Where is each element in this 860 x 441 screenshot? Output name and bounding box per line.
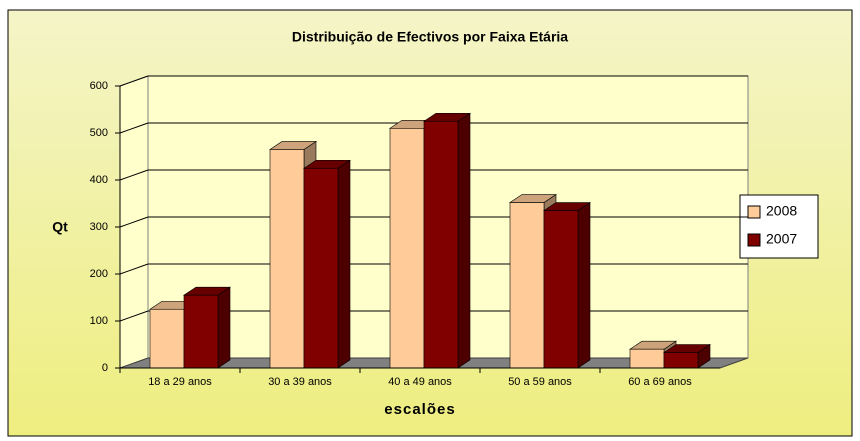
y-tick-label: 400 xyxy=(90,174,108,186)
legend-label: 2007 xyxy=(766,231,797,247)
y-tick-label: 0 xyxy=(102,362,108,374)
y-tick-label: 100 xyxy=(90,315,108,327)
bar-side xyxy=(217,286,231,369)
x-tick-label: 18 a 29 anos xyxy=(148,376,212,388)
bar xyxy=(423,120,459,369)
bar xyxy=(303,167,339,369)
y-tick-label: 500 xyxy=(90,127,108,139)
x-tick-label: 50 a 59 anos xyxy=(508,376,572,388)
bar xyxy=(543,210,579,369)
bar-side xyxy=(577,201,591,369)
bar xyxy=(389,128,425,369)
grid-line xyxy=(119,310,149,322)
y-tick-label: 300 xyxy=(90,221,108,233)
x-tick-label: 30 a 39 anos xyxy=(268,376,332,388)
bar xyxy=(663,352,699,369)
legend xyxy=(739,194,819,259)
y-tick-label: 600 xyxy=(90,80,108,92)
grid-line xyxy=(119,169,149,181)
y-axis-title: Qt xyxy=(52,219,68,235)
bar xyxy=(149,308,185,369)
grid-line xyxy=(119,75,149,87)
grid-line xyxy=(119,216,149,228)
bar xyxy=(629,348,665,369)
legend-label: 2008 xyxy=(766,203,797,219)
bar-side xyxy=(337,159,351,369)
legend-swatch xyxy=(747,205,761,219)
grid-line xyxy=(119,122,149,134)
bar xyxy=(509,202,545,369)
y-tick-label: 200 xyxy=(90,268,108,280)
chart-title: Distribuição de Efectivos por Faixa Etár… xyxy=(292,29,568,45)
x-tick-label: 40 a 49 anos xyxy=(388,376,452,388)
grid-line xyxy=(119,263,149,275)
bar-side xyxy=(457,112,471,369)
x-axis-title: escalões xyxy=(384,401,455,418)
bar xyxy=(269,149,305,369)
legend-swatch xyxy=(747,233,761,247)
x-tick-label: 60 a 69 anos xyxy=(628,376,692,388)
bar xyxy=(183,294,219,369)
